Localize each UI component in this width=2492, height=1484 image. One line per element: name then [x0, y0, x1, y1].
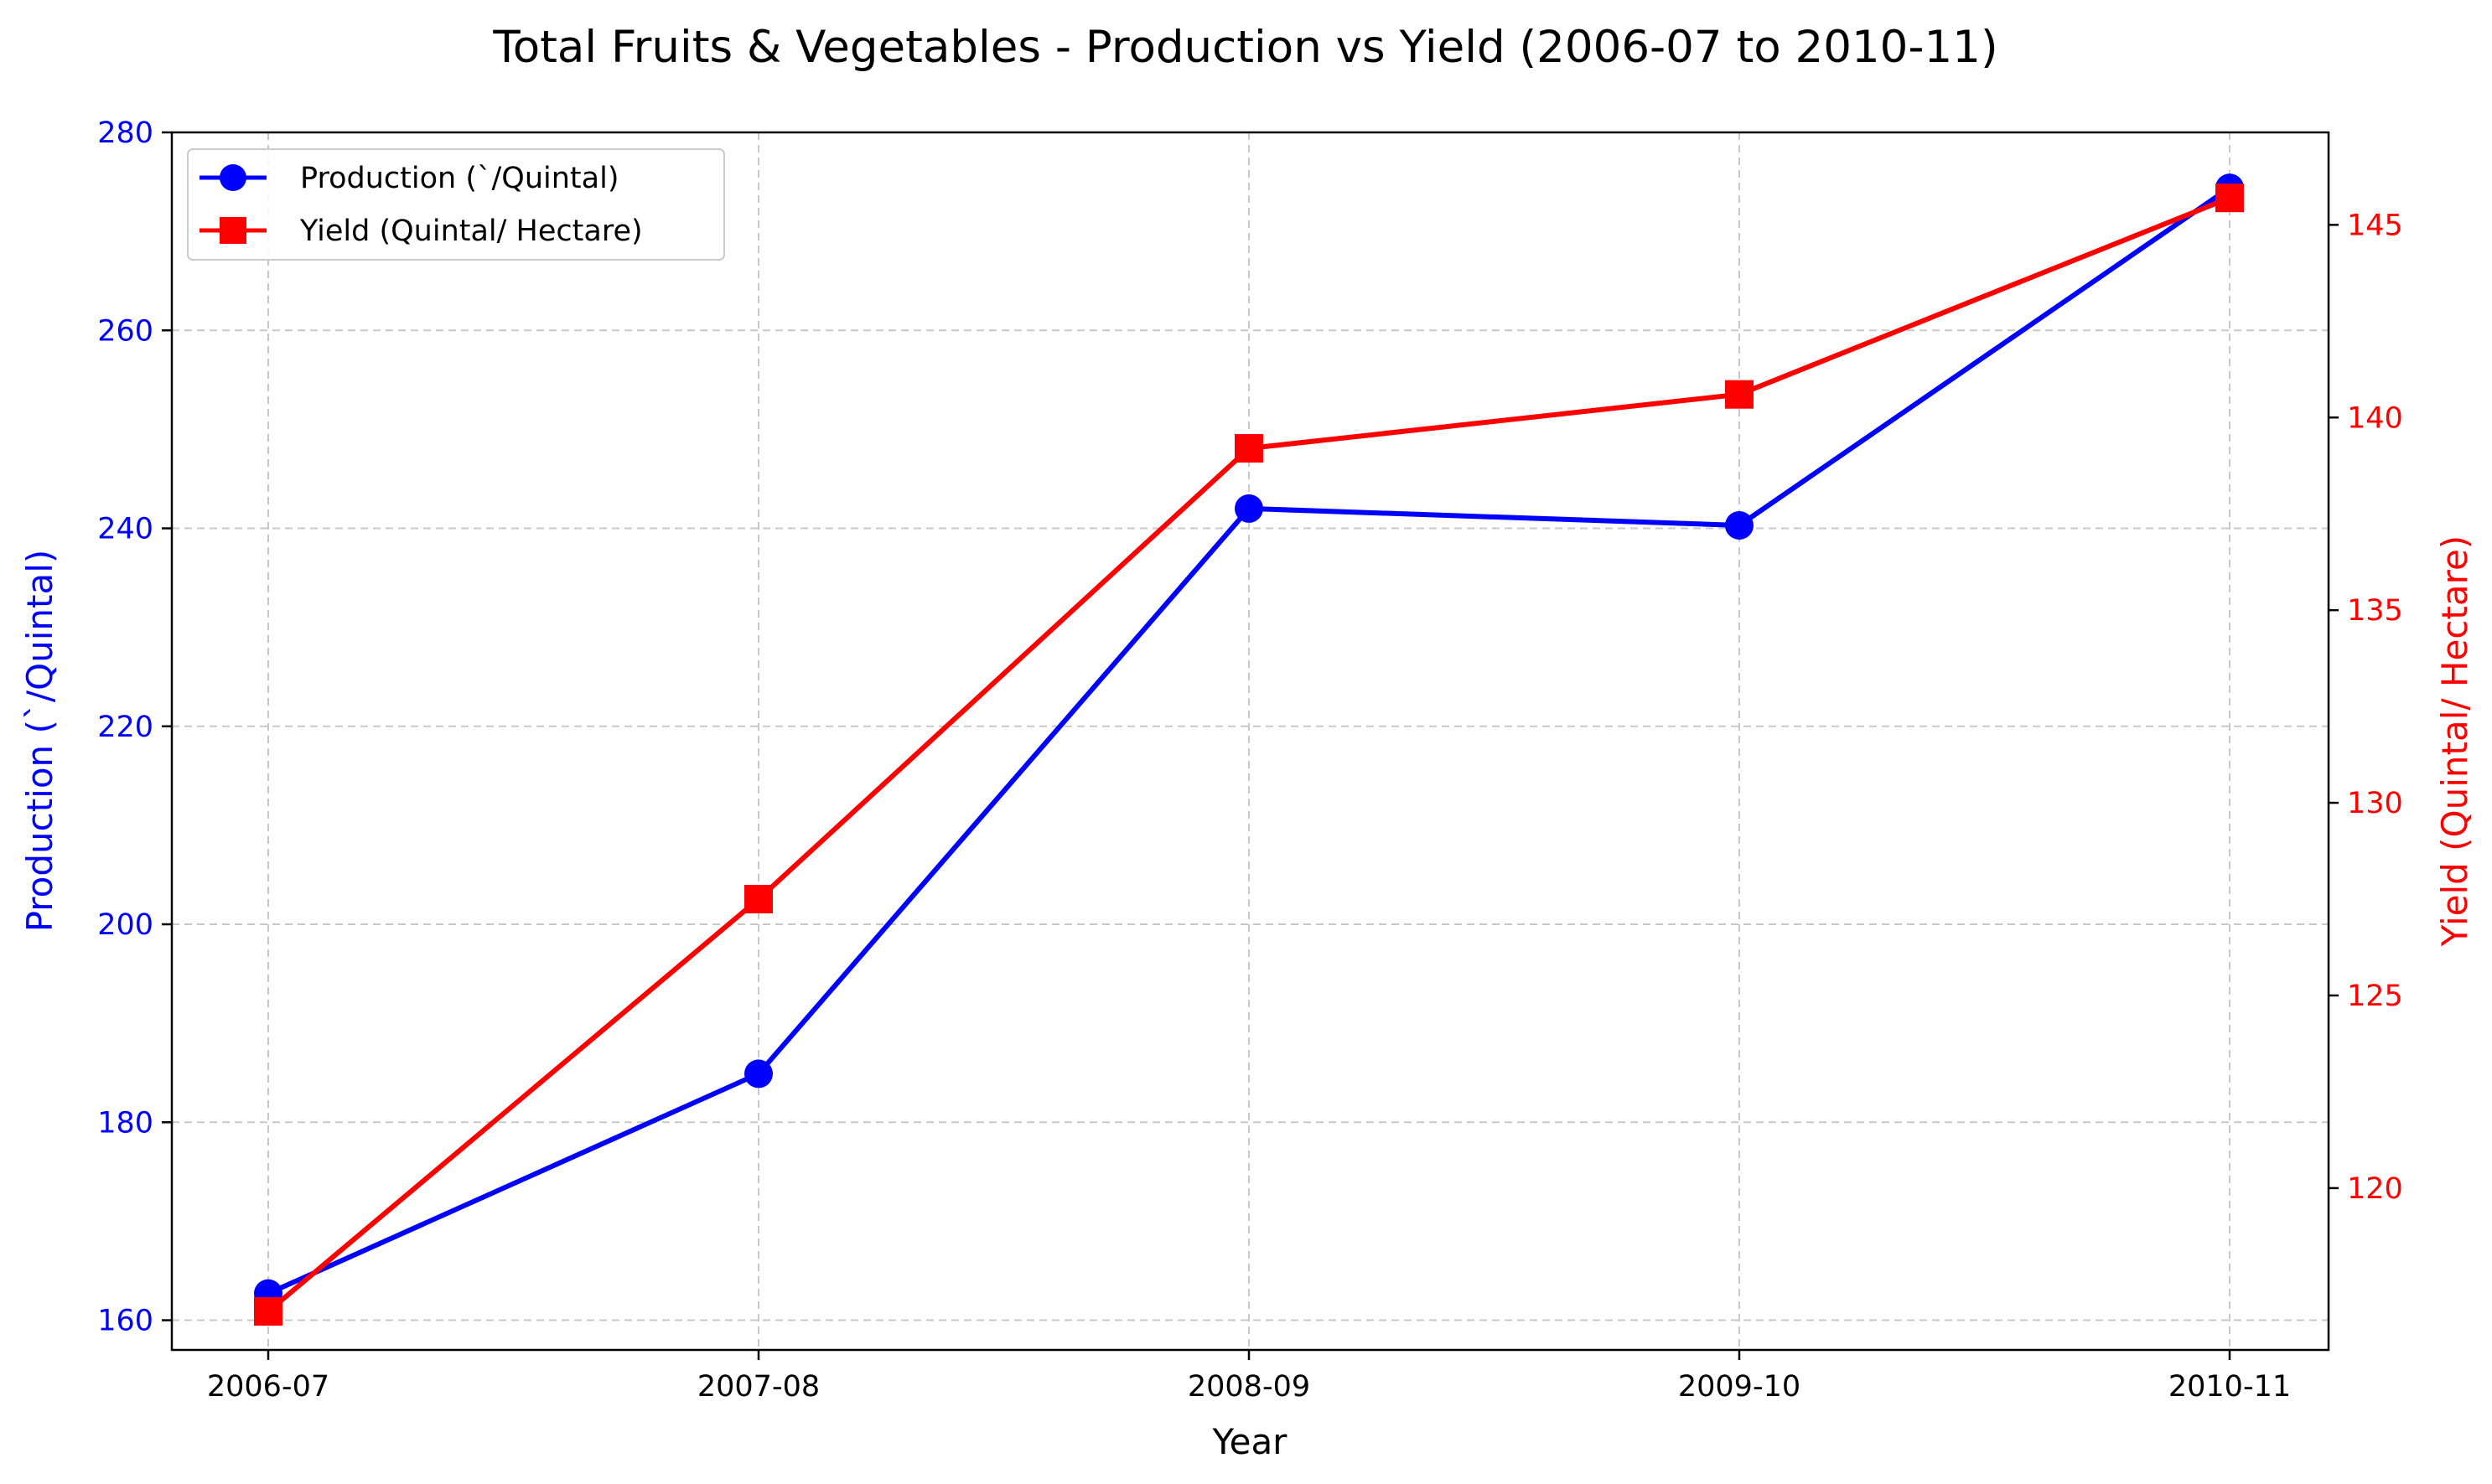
data-point-production: [1235, 494, 1263, 523]
chart-title: Total Fruits & Vegetables - Production v…: [492, 22, 1997, 73]
data-point-production: [1725, 510, 1754, 540]
x-tick-label: 2007-08: [697, 1370, 820, 1404]
y-left-tick-label: 260: [97, 314, 153, 348]
x-tick-label: 2010-11: [2168, 1370, 2291, 1404]
x-axis-ticks: 2006-07 2007-08 2008-09 2009-10 2010-11: [207, 1350, 2291, 1404]
legend-entry-production: Production (`/Quintal): [199, 162, 619, 195]
y-left-tick-label: 240: [97, 513, 153, 546]
y-right-axis-ticks: 120 125 130 135 140 145: [2329, 209, 2403, 1206]
plot-area-frame: [170, 131, 2330, 1352]
legend-yield-marker-icon: [220, 217, 246, 244]
y-left-tick-label: 220: [97, 711, 153, 744]
y-right-tick-label: 140: [2347, 401, 2403, 435]
legend-box: [187, 148, 725, 261]
x-tick-label: 2006-07: [207, 1370, 329, 1404]
x-axis-label: Year: [1212, 1421, 1288, 1462]
x-tick-label: 2009-10: [1678, 1370, 1800, 1404]
data-point-production: [744, 1059, 773, 1088]
data-point-yield: [2215, 184, 2244, 213]
y-right-tick-label: 130: [2347, 787, 2403, 820]
y-right-tick-label: 125: [2347, 980, 2403, 1013]
y-right-tick-label: 145: [2347, 209, 2403, 242]
data-point-yield: [1725, 380, 1754, 409]
legend-yield-label: Yield (Quintal/ Hectare): [299, 215, 643, 248]
y-left-axis-label: Production (`/Quintal): [19, 550, 60, 933]
y-left-tick-label: 180: [97, 1106, 153, 1140]
data-point-yield: [744, 885, 773, 914]
y-left-tick-label: 160: [97, 1305, 153, 1338]
y-left-axis-ticks: 160 180 200 220 240 260 280: [97, 116, 172, 1338]
legend-entry-yield: Yield (Quintal/ Hectare): [199, 215, 643, 248]
data-point-yield: [1235, 434, 1263, 463]
legend-production-marker-icon: [220, 164, 246, 191]
y-left-tick-label: 280: [97, 116, 153, 150]
series-layer: [254, 173, 2244, 1326]
x-tick-label: 2008-09: [1188, 1370, 1310, 1404]
y-right-tick-label: 120: [2347, 1172, 2403, 1206]
y-right-axis-label: Yield (Quintal/ Hectare): [2434, 535, 2475, 947]
y-left-tick-label: 200: [97, 908, 153, 942]
data-point-yield: [254, 1297, 282, 1326]
legend-production-label: Production (`/Quintal): [300, 162, 619, 195]
legend: Production (`/Quintal) Yield (Quintal/ H…: [187, 148, 725, 261]
y-right-tick-label: 135: [2347, 594, 2403, 628]
